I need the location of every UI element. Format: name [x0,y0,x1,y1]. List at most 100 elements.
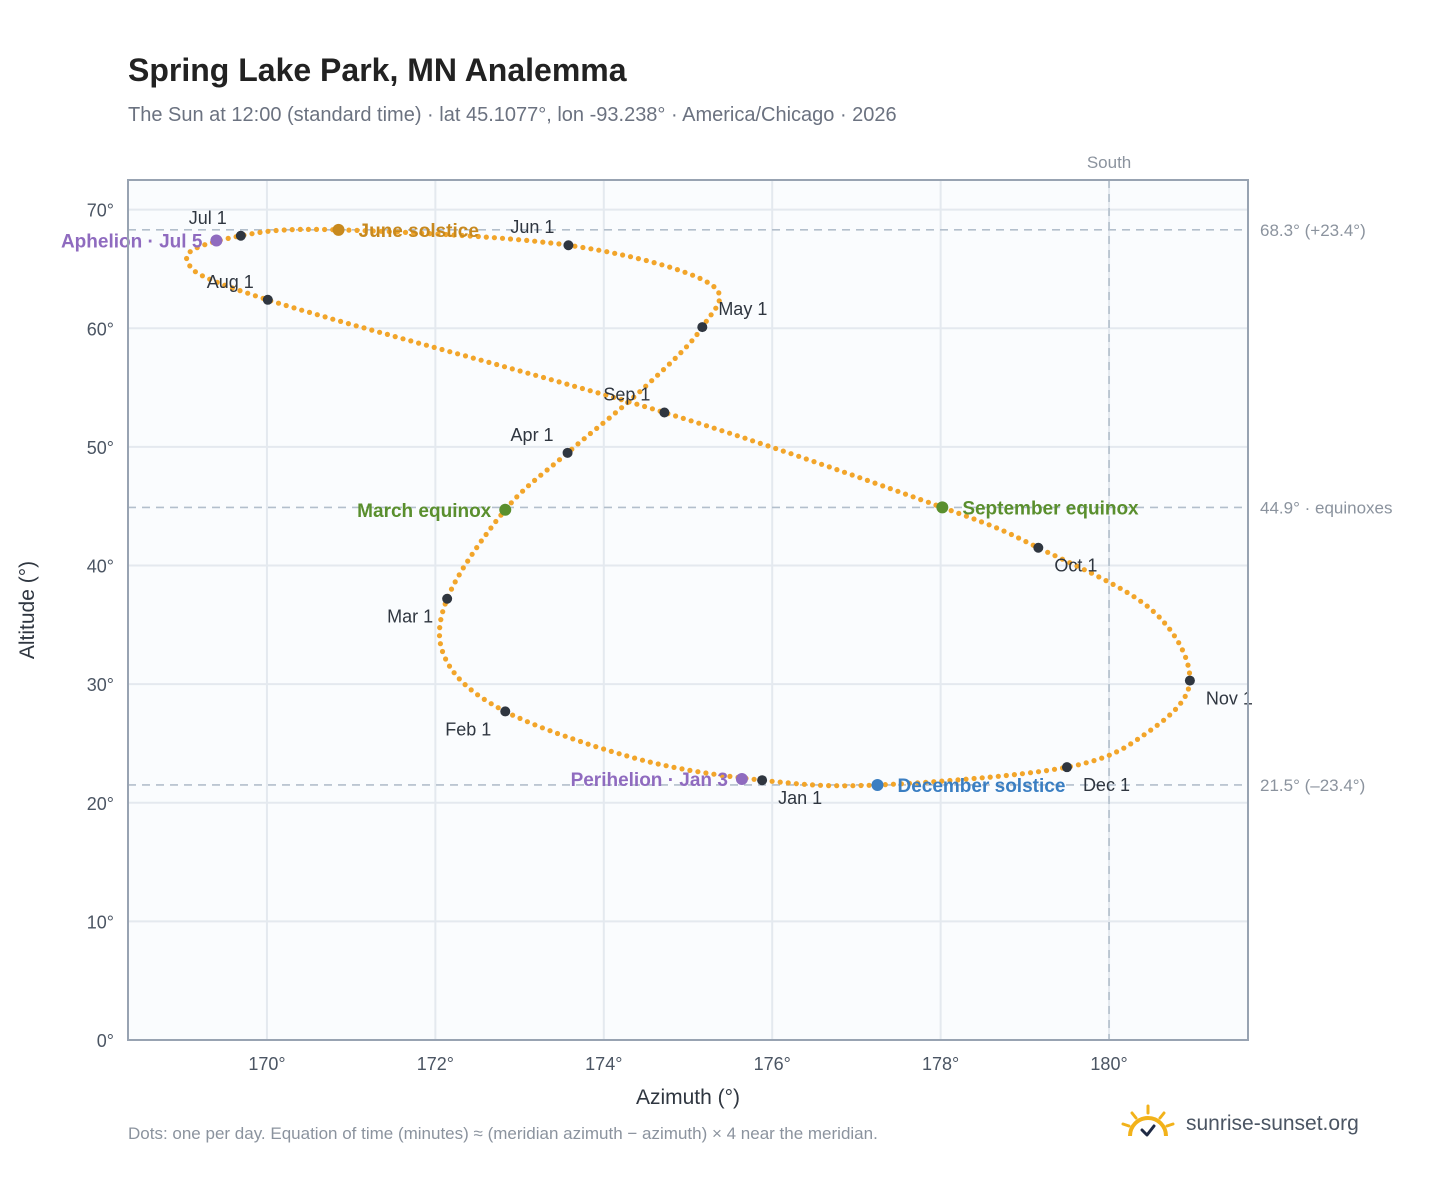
daily-sun-dot [618,397,624,403]
daily-sun-dot [1121,745,1127,751]
daily-sun-dot [1067,560,1073,566]
daily-sun-dot [305,226,311,232]
x-axis-title: Azimuth (°) [636,1086,740,1109]
reference-line-label: 44.9° · equinoxes [1260,498,1393,517]
month-marker [697,322,708,333]
daily-sun-dot [345,321,351,327]
daily-sun-dot [579,385,586,392]
x-tick-label: 178° [922,1054,959,1074]
daily-sun-dot [1148,727,1154,733]
x-tick-label: 174° [585,1054,622,1074]
daily-sun-dot [322,314,328,320]
daily-sun-dot [683,344,690,350]
daily-sun-dot [910,494,916,500]
daily-sun-dot [431,344,437,350]
daily-sun-dot [1052,553,1058,559]
daily-sun-dot [716,298,722,304]
daily-sun-dot [470,355,476,361]
daily-sun-dot [689,338,695,344]
daily-sun-dot [915,780,921,786]
daily-sun-dot [455,351,461,357]
daily-sun-dot [663,763,669,769]
month-marker [442,593,453,604]
daily-sun-dot [550,462,556,468]
daily-sun-dot [451,670,457,676]
month-marker [1033,542,1044,553]
month-marker-label: Apr 1 [511,425,554,445]
daily-sun-dot [939,778,945,784]
daily-sun-dot [1019,771,1025,777]
daily-sun-dot [508,500,514,506]
daily-sun-dot [649,378,655,384]
daily-sun-dot [443,231,449,238]
daily-sun-dot [443,656,449,662]
brand[interactable]: sunrise-sunset.org [1120,1100,1359,1148]
daily-sun-dot [378,228,384,234]
daily-sun-dot [353,323,359,329]
daily-sun-dot [214,279,220,285]
daily-sun-dot [478,538,484,544]
daily-sun-dot [291,305,297,311]
daily-sun-dot [697,275,703,281]
daily-sun-dot [1185,686,1191,692]
daily-sun-dot [963,776,969,782]
daily-sun-dot [1103,578,1109,584]
daily-sun-dot [1171,633,1177,639]
month-marker [562,447,573,458]
daily-sun-dot [467,233,473,239]
daily-sun-dot [514,494,520,500]
daily-sun-dot [222,282,228,288]
daily-sun-dot [655,372,661,378]
axis-frame [127,179,1249,1041]
daily-sun-dot [694,331,700,338]
daily-sun-dot [520,488,526,494]
daily-sun-dot [483,531,489,538]
daily-sun-dot [986,522,992,528]
daily-sun-dot [354,227,360,233]
daily-sun-dot [411,230,417,236]
daily-sun-dot [419,230,425,236]
daily-sun-dot [554,730,561,737]
month-marker [659,407,670,418]
daily-sun-dot [1117,585,1123,591]
daily-sun-dot [587,430,594,437]
daily-sun-dot [902,491,909,497]
daily-sun-dot [538,472,544,478]
daily-sun-dot [525,483,532,489]
daily-sun-dot [314,312,320,318]
daily-sun-dot [275,300,282,306]
daily-sun-dot [1027,770,1034,776]
daily-sun-dot [402,229,409,235]
daily-sun-dot [925,499,932,505]
daily-sun-dot [801,781,808,787]
daily-sun-dot [923,779,929,785]
daily-sun-dot [330,316,336,322]
daily-sun-dot [678,350,684,356]
daily-sun-dot [1176,640,1182,646]
daily-sun-dot [947,777,953,784]
reference-line-label: 68.3° (+23.4°) [1260,221,1366,240]
daily-sun-dot [451,232,457,238]
daily-sun-dot [624,753,630,759]
daily-sun-dot [963,513,970,519]
daily-sun-dot [509,712,516,718]
daily-sun-dot [727,773,733,780]
daily-sun-dot [1138,598,1144,604]
month-marker-label: Jun 1 [510,217,554,237]
daily-sun-dot [564,381,570,387]
daily-sun-dot [1185,662,1191,668]
daily-sun-dot [1016,535,1022,541]
event-label: June solstice [359,221,479,242]
daily-sun-dot [416,340,422,346]
daily-sun-dot [299,307,305,313]
month-marker-label: Feb 1 [445,719,491,739]
daily-sun-dot [207,276,213,282]
daily-sun-dot [895,488,901,494]
daily-sun-dot [711,771,717,777]
daily-sun-dot [427,231,433,237]
daily-sun-dot [362,228,368,234]
daily-sun-dot [408,338,414,344]
daily-sun-dot [1074,563,1080,569]
daily-sun-dot [649,406,656,412]
daily-sun-dot [194,245,200,251]
